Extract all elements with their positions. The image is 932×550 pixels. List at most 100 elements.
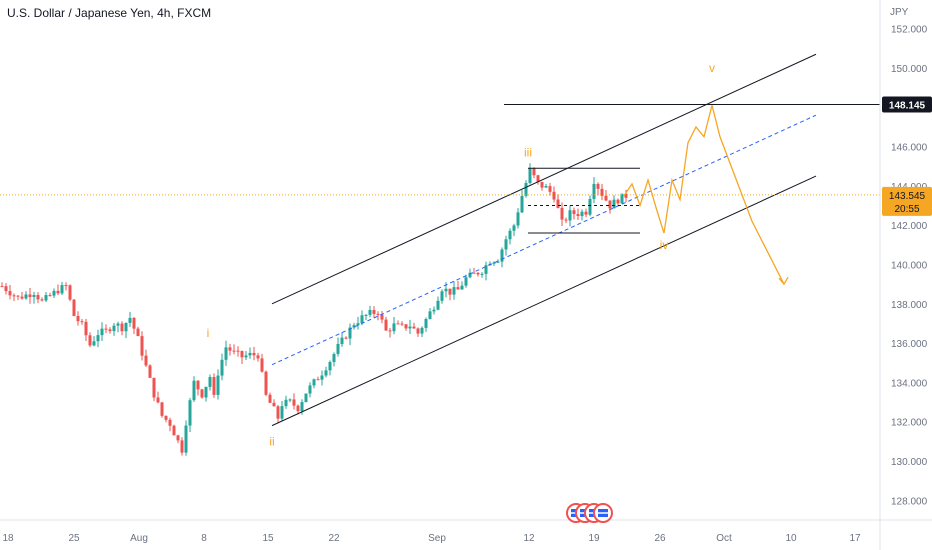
candle-body bbox=[504, 239, 508, 250]
candle-body bbox=[460, 285, 464, 290]
candle-body bbox=[60, 285, 64, 294]
candle-body bbox=[184, 425, 188, 453]
candle-body bbox=[452, 287, 456, 295]
candle-body bbox=[600, 188, 604, 196]
candle-body bbox=[220, 359, 224, 376]
candle-body bbox=[192, 380, 196, 401]
candle-body bbox=[356, 323, 360, 326]
candle-body bbox=[436, 300, 440, 310]
candle-body bbox=[252, 352, 256, 356]
wave-label-i: i bbox=[207, 326, 210, 340]
candle-body bbox=[564, 219, 568, 221]
candle-body bbox=[16, 295, 20, 297]
candle-body bbox=[456, 287, 460, 290]
candle-body bbox=[280, 406, 284, 419]
candle-body bbox=[380, 314, 384, 320]
candle-body bbox=[72, 299, 76, 316]
candle-body bbox=[340, 337, 344, 344]
countdown-text: 20:55 bbox=[894, 204, 919, 215]
candle-body bbox=[68, 285, 72, 300]
candle-body bbox=[576, 214, 580, 217]
channel-upper-line bbox=[271, 53, 817, 305]
candle-body bbox=[484, 265, 488, 274]
candle-body bbox=[64, 285, 68, 287]
candle-body bbox=[540, 181, 544, 188]
y-tick-label: 150.000 bbox=[891, 64, 928, 75]
candle-body bbox=[88, 335, 92, 346]
candle-body bbox=[620, 193, 624, 204]
candle-body bbox=[120, 323, 124, 332]
wave-label-iii: iii bbox=[524, 145, 532, 159]
candle-body bbox=[616, 199, 620, 204]
candle-body bbox=[44, 295, 48, 301]
y-tick-label: 146.000 bbox=[891, 143, 928, 154]
candle-body bbox=[556, 199, 560, 208]
candle-body bbox=[608, 200, 612, 209]
candle-body bbox=[40, 299, 44, 301]
candle-body bbox=[552, 191, 556, 200]
candle-body bbox=[412, 326, 416, 329]
candle-body bbox=[512, 225, 516, 231]
x-tick-label: 15 bbox=[262, 533, 274, 544]
candle-body bbox=[348, 327, 352, 339]
x-tick-label: 22 bbox=[328, 533, 340, 544]
candle-body bbox=[176, 435, 180, 441]
channel-median-line bbox=[271, 114, 817, 366]
forecast-path bbox=[623, 105, 785, 285]
candle-body bbox=[400, 323, 404, 325]
candle-body bbox=[364, 314, 368, 316]
candle-body bbox=[492, 262, 496, 264]
candle-body bbox=[588, 198, 592, 215]
candle-body bbox=[572, 210, 576, 215]
candle-body bbox=[20, 296, 24, 299]
candle-body bbox=[304, 393, 308, 403]
candle-body bbox=[388, 330, 392, 332]
candle-body bbox=[476, 272, 480, 275]
candle-body bbox=[0, 286, 4, 288]
candle-body bbox=[312, 379, 316, 386]
candle-body bbox=[424, 318, 428, 328]
candle-body bbox=[56, 290, 60, 294]
candle-body bbox=[268, 394, 272, 403]
candle-body bbox=[508, 230, 512, 240]
candle-body bbox=[568, 210, 572, 221]
candle-body bbox=[284, 399, 288, 407]
candle-body bbox=[520, 196, 524, 213]
y-unit-label: JPY bbox=[890, 7, 909, 18]
candle-body bbox=[604, 195, 608, 201]
channel-lower-line bbox=[271, 175, 817, 427]
candle-body bbox=[360, 315, 364, 324]
y-tick-label: 140.000 bbox=[891, 261, 928, 272]
candle-body bbox=[100, 328, 104, 336]
candle-body bbox=[288, 399, 292, 401]
candle-body bbox=[4, 286, 8, 292]
candle-body bbox=[432, 309, 436, 312]
candle-body bbox=[208, 376, 212, 387]
candle-body bbox=[468, 272, 472, 278]
candle-body bbox=[248, 352, 252, 356]
candle-body bbox=[264, 371, 268, 395]
candle-body bbox=[300, 402, 304, 412]
candle-body bbox=[332, 353, 336, 363]
candle-body bbox=[324, 370, 328, 376]
candle-body bbox=[104, 328, 108, 330]
candle-body bbox=[316, 379, 320, 381]
candle-body bbox=[420, 327, 424, 334]
candle-body bbox=[344, 337, 348, 339]
candle-body bbox=[92, 341, 96, 346]
candle-body bbox=[136, 328, 140, 337]
candle-body bbox=[172, 425, 176, 436]
candle-body bbox=[256, 355, 260, 359]
candle-body bbox=[244, 355, 248, 358]
x-tick-label: 12 bbox=[523, 533, 535, 544]
candle-body bbox=[84, 321, 88, 336]
y-tick-label: 152.000 bbox=[891, 25, 928, 36]
wave-label-iv: iv bbox=[660, 238, 669, 252]
x-tick-label: Sep bbox=[428, 533, 446, 544]
candle-body bbox=[36, 294, 40, 300]
candle-body bbox=[368, 309, 372, 315]
candle-body bbox=[128, 317, 132, 323]
candle-body bbox=[624, 193, 628, 198]
candle-body bbox=[592, 183, 596, 199]
